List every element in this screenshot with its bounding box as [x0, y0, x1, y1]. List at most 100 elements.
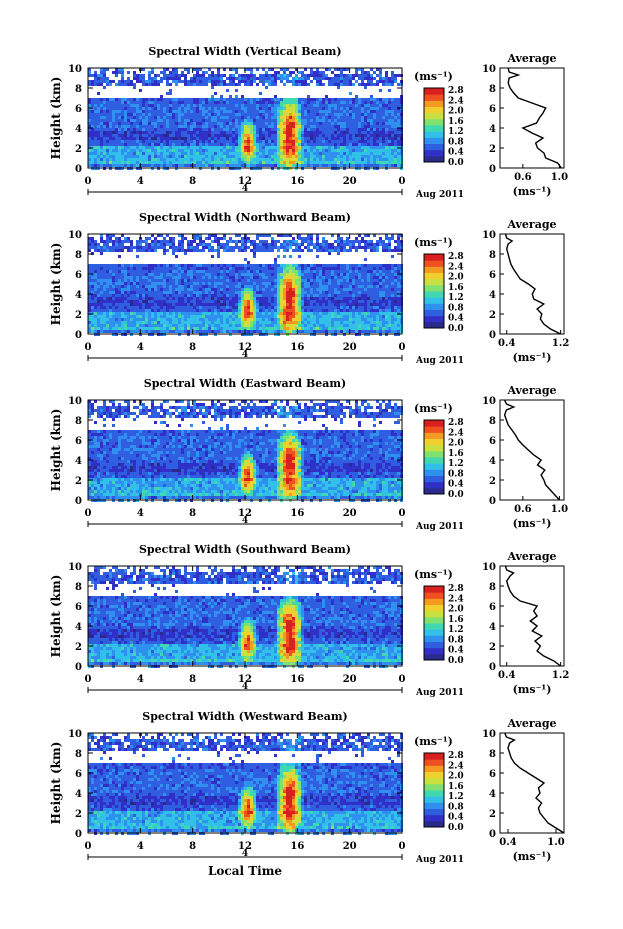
- profile-y-tick-label: 0: [489, 164, 496, 175]
- heatmap-cell: [220, 288, 223, 291]
- heatmap-cell: [217, 104, 220, 107]
- heatmap-cell: [235, 291, 238, 294]
- heatmap-cell: [289, 327, 292, 330]
- heatmap-cell: [292, 240, 295, 243]
- heatmap-cell: [97, 282, 100, 285]
- heatmap-cell: [220, 137, 223, 140]
- heatmap-cell: [277, 113, 280, 116]
- heatmap-cell: [190, 134, 193, 137]
- heatmap-cell: [181, 143, 184, 146]
- heatmap-cell: [229, 113, 232, 116]
- heatmap-cell: [295, 128, 298, 131]
- heatmap-cell: [145, 152, 148, 155]
- heatmap-cell: [130, 143, 133, 146]
- heatmap-cell: [166, 270, 169, 273]
- heatmap-cell: [115, 128, 118, 131]
- heatmap-cell: [298, 267, 301, 270]
- heatmap-cell: [262, 77, 265, 80]
- heatmap-cell: [307, 74, 310, 77]
- heatmap-cell: [169, 315, 172, 318]
- heatmap-cell: [94, 77, 97, 80]
- heatmap-cell: [271, 237, 274, 240]
- heatmap-cell: [136, 137, 139, 140]
- heatmap-cell: [151, 152, 154, 155]
- heatmap-cell: [220, 264, 223, 267]
- heatmap-cell: [100, 234, 103, 237]
- heatmap-cell: [181, 107, 184, 110]
- heatmap-cell: [304, 140, 307, 143]
- heatmap-cell: [190, 110, 193, 113]
- heatmap-cell: [307, 110, 310, 113]
- heatmap-cell: [166, 312, 169, 315]
- heatmap-cell: [187, 315, 190, 318]
- heatmap-cell: [244, 113, 247, 116]
- heatmap-cell: [187, 306, 190, 309]
- heatmap-cell: [148, 155, 151, 158]
- heatmap-cell: [307, 95, 310, 98]
- heatmap-cell: [190, 318, 193, 321]
- heatmap-cell: [109, 282, 112, 285]
- heatmap-cell: [112, 327, 115, 330]
- heatmap-cell: [271, 309, 274, 312]
- heatmap-cell: [169, 306, 172, 309]
- heatmap-cell: [94, 285, 97, 288]
- heatmap-cell: [112, 122, 115, 125]
- heatmap-cell: [373, 131, 376, 134]
- heatmap-cell: [154, 101, 157, 104]
- heatmap-cell: [334, 161, 337, 164]
- heatmap-cell: [382, 158, 385, 161]
- heatmap-cell: [211, 86, 214, 89]
- heatmap-cell: [130, 119, 133, 122]
- heatmap-cell: [367, 137, 370, 140]
- heatmap-cell: [250, 243, 253, 246]
- heatmap-cell: [199, 270, 202, 273]
- heatmap-cell: [265, 125, 268, 128]
- heatmap-cell: [229, 312, 232, 315]
- heatmap-cell: [268, 297, 271, 300]
- heatmap-cell: [106, 107, 109, 110]
- heatmap-cell: [115, 297, 118, 300]
- heatmap-cell: [289, 306, 292, 309]
- heatmap-cell: [109, 249, 112, 252]
- heatmap-cell: [292, 71, 295, 74]
- heatmap-cell: [247, 143, 250, 146]
- heatmap-cell: [184, 297, 187, 300]
- heatmap-cell: [94, 291, 97, 294]
- heatmap-cell: [265, 291, 268, 294]
- heatmap-cell: [256, 113, 259, 116]
- heatmap-cell: [328, 128, 331, 131]
- heatmap-cell: [109, 312, 112, 315]
- heatmap-cell: [139, 321, 142, 324]
- heatmap-cell: [259, 155, 262, 158]
- heatmap-cell: [352, 131, 355, 134]
- heatmap-cell: [184, 98, 187, 101]
- heatmap-cell: [100, 330, 103, 333]
- heatmap-cell: [355, 140, 358, 143]
- heatmap-cell: [112, 318, 115, 321]
- heatmap-cell: [268, 101, 271, 104]
- heatmap-cell: [355, 110, 358, 113]
- heatmap-cell: [262, 321, 265, 324]
- heatmap-cell: [250, 279, 253, 282]
- heatmap-cell: [277, 285, 280, 288]
- heatmap-cell: [235, 312, 238, 315]
- heatmap-cell: [157, 318, 160, 321]
- heatmap-cell: [211, 279, 214, 282]
- heatmap-cell: [292, 249, 295, 252]
- heatmap-cell: [223, 309, 226, 312]
- heatmap-cell: [157, 288, 160, 291]
- heatmap-cell: [88, 137, 91, 140]
- heatmap-cell: [106, 312, 109, 315]
- heatmap-cell: [202, 104, 205, 107]
- heatmap-cell: [133, 276, 136, 279]
- heatmap-cell: [97, 152, 100, 155]
- heatmap-cell: [247, 161, 250, 164]
- heatmap-cell: [100, 110, 103, 113]
- heatmap-cell: [313, 134, 316, 137]
- heatmap-cell: [106, 155, 109, 158]
- heatmap-cell: [142, 110, 145, 113]
- heatmap-cell: [262, 131, 265, 134]
- heatmap-cell: [130, 240, 133, 243]
- heatmap-cell: [133, 291, 136, 294]
- heatmap-cell: [199, 309, 202, 312]
